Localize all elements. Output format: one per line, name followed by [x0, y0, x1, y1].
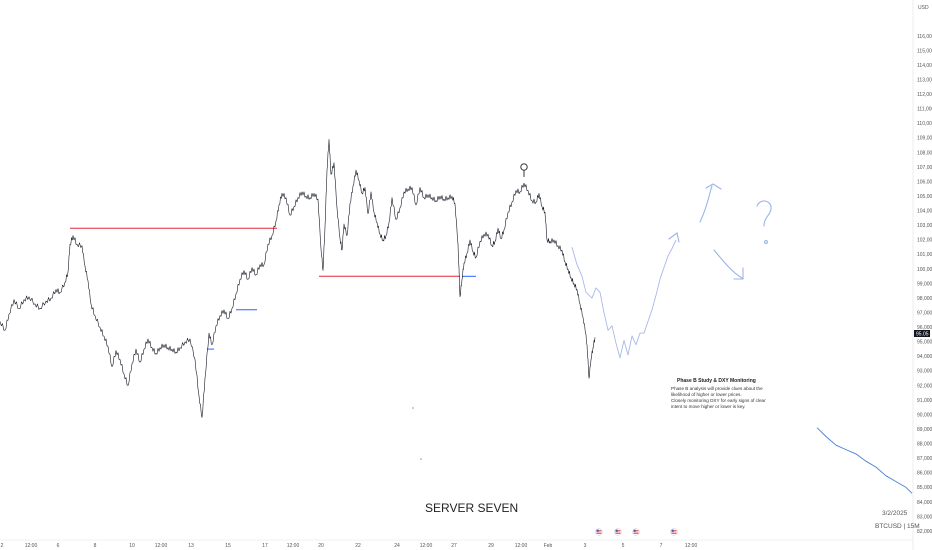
y-tick-label: 115,000 — [917, 48, 932, 54]
y-tick-label: 83,000 — [917, 514, 932, 520]
x-tick-label: 10 — [129, 543, 135, 549]
x-tick-label: 27 — [451, 543, 457, 549]
y-tick-label: 84,000 — [917, 500, 932, 506]
arrow-up-sketch — [699, 183, 722, 223]
analysis-note-title: Phase B Study & DXY Monitoring — [677, 378, 756, 384]
y-tick-label: 92,000 — [917, 383, 932, 389]
y-tick-label: 85,000 — [917, 485, 932, 491]
circle-marker — [520, 163, 528, 177]
y-tick-label: 107,000 — [917, 165, 932, 171]
y-tick-label: 108,000 — [917, 150, 932, 156]
y-tick-label: 112,000 — [917, 92, 932, 98]
x-tick-label: 5 — [622, 543, 625, 549]
analysis-note-line: likelihood of higher or lower prices. — [671, 392, 742, 397]
question-mark-sketch — [756, 200, 772, 227]
event-flag-icon — [670, 528, 678, 536]
y-tick-label: 94,000 — [917, 354, 932, 360]
y-tick-label: 103,000 — [917, 223, 932, 229]
projection-path — [571, 239, 677, 359]
y-tick-label: 106,000 — [917, 179, 932, 185]
y-tick-label: 98,000 — [917, 296, 932, 302]
extension-line — [816, 427, 913, 494]
x-tick-label: 13 — [188, 543, 194, 549]
y-tick-label: 95,000 — [917, 340, 932, 346]
y-tick-label: 89,000 — [917, 427, 932, 433]
time-axis: 2 12:00 6 8 10 12:00 13 15 17 12:00 20 22 24 12:00 27 2… — [0, 539, 913, 549]
x-tick-label: 6 — [57, 543, 60, 549]
y-tick-label: 114,000 — [917, 63, 932, 69]
projection-sketches — [668, 183, 772, 280]
y-tick-label: 110,000 — [917, 121, 932, 127]
y-tick-label: 88,000 — [917, 442, 932, 448]
y-tick-label: 82,000 — [917, 529, 932, 535]
stray-dot — [420, 458, 422, 460]
analysis-note-line: intent to move higher or lower is key. — [671, 404, 745, 409]
event-markers[interactable] — [595, 528, 678, 536]
y-tick-label: 87,000 — [917, 456, 932, 462]
x-tick-label: 12:00 — [25, 543, 38, 549]
y-tick-label: 99,000 — [917, 281, 932, 287]
x-tick-label: 12:00 — [685, 543, 698, 549]
y-tick-label: 104,000 — [917, 209, 932, 215]
symbol-label: BTCUSD | 15M — [875, 523, 920, 530]
level-lines — [70, 227, 476, 350]
question-dot-sketch — [764, 240, 768, 244]
x-tick-label: 2 — [1, 543, 4, 549]
price-tag — [914, 330, 930, 337]
price-series-line — [0, 139, 596, 418]
x-tick-label: 22 — [355, 543, 361, 549]
price-axis: USD 82,000 83,000 84,000 85,000 86,000 87,000… — [912, 0, 932, 550]
x-tick-label: 7 — [660, 543, 663, 549]
x-tick-label: 17 — [262, 543, 268, 549]
watermark: SERVER SEVEN — [425, 501, 518, 515]
y-tick-label: 86,000 — [917, 471, 932, 477]
y-tick-label: 113,000 — [917, 78, 932, 84]
event-flag-icon — [595, 528, 603, 536]
arrow-down-sketch — [713, 249, 744, 280]
x-tick-label: 3 — [584, 543, 587, 549]
y-tick-label: 100,000 — [917, 267, 932, 273]
y-tick-label: 105,000 — [917, 194, 932, 200]
x-tick-label: 8 — [94, 543, 97, 549]
y-tick-label: 102,000 — [917, 238, 932, 244]
x-tick-label: 12:00 — [155, 543, 168, 549]
x-tick-label: 12:00 — [287, 543, 300, 549]
price-tag-label: 95.05 — [916, 332, 929, 338]
x-tick-label: 12:00 — [515, 543, 528, 549]
y-tick-label: 101,000 — [917, 252, 932, 258]
y-tick-label: 93,000 — [917, 369, 932, 375]
x-tick-label: Feb — [544, 543, 553, 549]
event-flag-icon — [632, 528, 640, 536]
arrow-up-small-sketch — [668, 232, 680, 243]
date-stamp: 3/2/2025 — [882, 510, 908, 517]
event-flag-icon — [614, 528, 622, 536]
y-tick-label: 96,000 — [917, 325, 932, 331]
analysis-note-line: Closely monitoring DXY for early signs o… — [671, 398, 766, 403]
y-tick-label: 97,000 — [917, 311, 932, 317]
y-tick-label: 90,000 — [917, 412, 932, 418]
y-tick-label: 91,000 — [917, 398, 932, 404]
y-tick-label: 109,000 — [917, 136, 932, 142]
x-tick-label: 12:00 — [420, 543, 433, 549]
y-tick-label: 111,000 — [917, 107, 932, 113]
x-tick-label: 20 — [318, 543, 324, 549]
y-tick-label: 116,000 — [917, 34, 932, 40]
currency-label: USD — [918, 5, 929, 11]
stray-dot — [412, 407, 414, 409]
analysis-note: Phase B Study & DXY Monitoring Phase B a… — [671, 378, 766, 409]
analysis-note-line: Phase B analysis will provide clues abou… — [671, 386, 763, 391]
x-tick-label: 24 — [394, 543, 400, 549]
x-tick-label: 15 — [225, 543, 231, 549]
price-series-layer — [0, 139, 913, 494]
x-tick-label: 29 — [488, 543, 494, 549]
